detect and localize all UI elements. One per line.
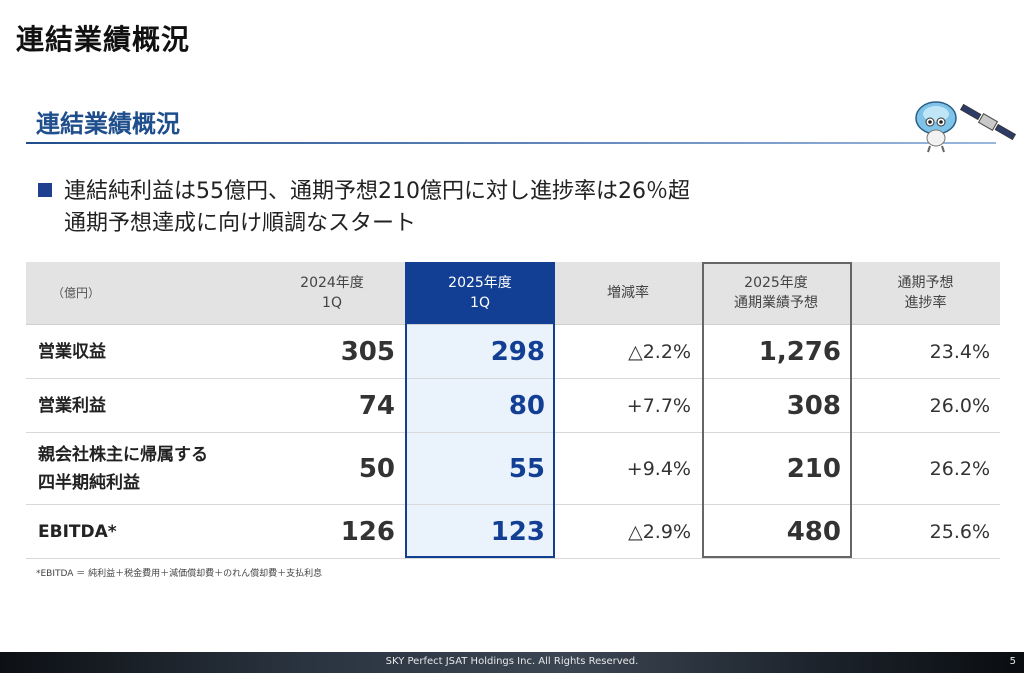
header-forecast-line2: 通期業績予想 [734, 295, 818, 311]
header-forecast-line1: 2025年度 [744, 275, 808, 291]
header-current-year-line1: 2025年度 [448, 275, 512, 291]
header-current-year: 2025年度 1Q [405, 262, 555, 325]
prev-value: 74 [259, 378, 405, 433]
current-value: 123 [405, 504, 555, 559]
unit-label: （億円） [26, 262, 259, 325]
prev-value: 50 [259, 432, 405, 505]
row-label-line1: EBITDA* [38, 521, 117, 542]
progress-rate: 25.6% [851, 504, 1000, 559]
header-change-rate: 増減率 [555, 262, 701, 325]
results-table: （億円） 2024年度 1Q 2025年度 1Q 増減率 2025年度 通期業績… [26, 262, 1000, 559]
page-title: 連結業績概況 [16, 23, 191, 56]
section-divider [26, 142, 996, 144]
forecast-value: 1,276 [701, 324, 851, 379]
prev-value: 126 [259, 504, 405, 559]
satellite-mascot-icon [915, 101, 1017, 153]
table-header-row: （億円） 2024年度 1Q 2025年度 1Q 増減率 2025年度 通期業績… [26, 262, 1000, 325]
header-forecast: 2025年度 通期業績予想 [701, 262, 851, 325]
prev-value: 305 [259, 324, 405, 379]
table-row: 親会社株主に帰属する 四半期純利益 50 55 +9.4% 210 26.2% [26, 432, 1000, 505]
row-label: EBITDA* [26, 504, 259, 559]
headline-line-1: 連結純利益は55億円、通期予想210億円に対し進捗率は26％超 [38, 176, 690, 208]
header-current-year-line2: 1Q [470, 295, 490, 311]
row-label: 親会社株主に帰属する 四半期純利益 [26, 432, 259, 505]
current-value: 298 [405, 324, 555, 379]
footer-band [0, 652, 1024, 673]
headline-text-1: 連結純利益は55億円、通期予想210億円に対し進捗率は26％超 [64, 179, 690, 204]
forecast-value: 210 [701, 432, 851, 505]
square-bullet-icon [38, 183, 52, 197]
forecast-value: 308 [701, 378, 851, 433]
change-rate: △2.9% [555, 504, 701, 559]
section-title: 連結業績概況 [36, 110, 180, 138]
current-value: 80 [405, 378, 555, 433]
change-rate: +9.4% [555, 432, 701, 505]
table-row: EBITDA* 126 123 △2.9% 480 25.6% [26, 504, 1000, 559]
progress-rate: 26.0% [851, 378, 1000, 433]
row-label-line2: 四半期純利益 [38, 472, 140, 493]
table-row: 営業収益 305 298 △2.2% 1,276 23.4% [26, 324, 1000, 379]
footnote: *EBITDA ＝ 純利益＋税金費用＋減価償却費＋のれん償却費＋支払利息 [36, 569, 323, 579]
table-row: 営業利益 74 80 +7.7% 308 26.0% [26, 378, 1000, 433]
forecast-value: 480 [701, 504, 851, 559]
progress-rate: 23.4% [851, 324, 1000, 379]
headline-line-2: 通期予想達成に向け順調なスタート [64, 211, 417, 236]
row-label-line1: 営業収益 [38, 341, 106, 362]
row-label: 営業収益 [26, 324, 259, 379]
page-number: 5 [1009, 656, 1016, 667]
copyright-text: SKY Perfect JSAT Holdings Inc. All Right… [385, 656, 639, 667]
header-progress-line2: 進捗率 [904, 295, 947, 311]
header-prev-year: 2024年度 1Q [259, 262, 405, 325]
header-progress-line1: 通期予想 [897, 275, 954, 291]
row-label-line1: 営業利益 [38, 395, 106, 416]
header-prev-year-line1: 2024年度 [300, 275, 364, 291]
change-rate: △2.2% [555, 324, 701, 379]
change-rate: +7.7% [555, 378, 701, 433]
progress-rate: 26.2% [851, 432, 1000, 505]
header-progress: 通期予想 進捗率 [851, 262, 1000, 325]
row-label-line1: 親会社株主に帰属する [38, 444, 208, 465]
headline: 連結純利益は55億円、通期予想210億円に対し進捗率は26％超 通期予想達成に向… [38, 176, 690, 240]
header-prev-year-line2: 1Q [322, 295, 342, 311]
row-label: 営業利益 [26, 378, 259, 433]
current-value: 55 [405, 432, 555, 505]
